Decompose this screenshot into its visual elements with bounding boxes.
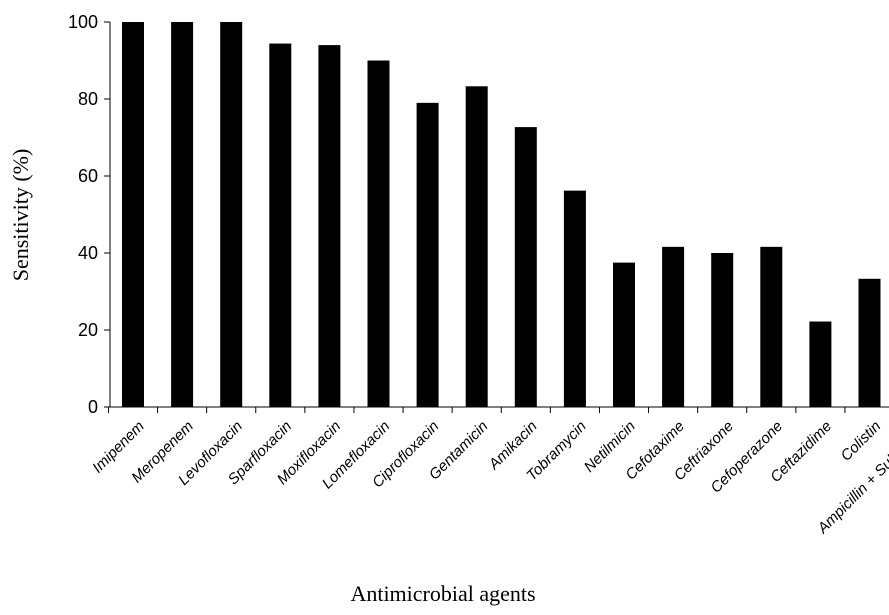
x-axis — [107, 406, 889, 413]
bar-ceftriaxone — [711, 253, 734, 407]
y-tick-label: 0 — [88, 397, 98, 417]
bar-moxifloxacin — [318, 45, 341, 407]
y-tick-label: 40 — [78, 243, 98, 263]
category-labels: ImipenemMeropenemLevofloxacinSparfloxaci… — [89, 418, 889, 538]
bar-colistin — [858, 278, 881, 407]
bar-gentamicin — [465, 86, 488, 408]
bar-netilmicin — [613, 262, 635, 407]
bar-lomefloxacin — [367, 60, 390, 407]
bar-amikacin — [514, 127, 537, 407]
bar-ceftazidime — [809, 321, 832, 407]
bar-meropenem — [171, 22, 194, 407]
y-tick-label: 100 — [68, 12, 98, 32]
bar-imipenem — [122, 22, 144, 407]
category-label: Colistin — [838, 418, 885, 465]
bar-levofloxacin — [220, 22, 243, 407]
bar-cefotaxime — [662, 246, 685, 407]
bar-cefoperazone — [760, 246, 783, 407]
x-axis-title: Antimicrobial agents — [350, 581, 535, 606]
y-axis-title: Sensitivity (%) — [8, 149, 33, 282]
bar-ciprofloxacin — [416, 102, 439, 407]
y-axis: 0 20 40 60 80 100 — [68, 12, 111, 417]
y-tick-label: 80 — [78, 89, 98, 109]
y-tick-label: 60 — [78, 166, 98, 186]
bars — [122, 22, 881, 408]
bar-sparfloxacin — [269, 43, 292, 408]
y-tick-label: 20 — [78, 320, 98, 340]
bar-tobramycin — [563, 190, 586, 407]
